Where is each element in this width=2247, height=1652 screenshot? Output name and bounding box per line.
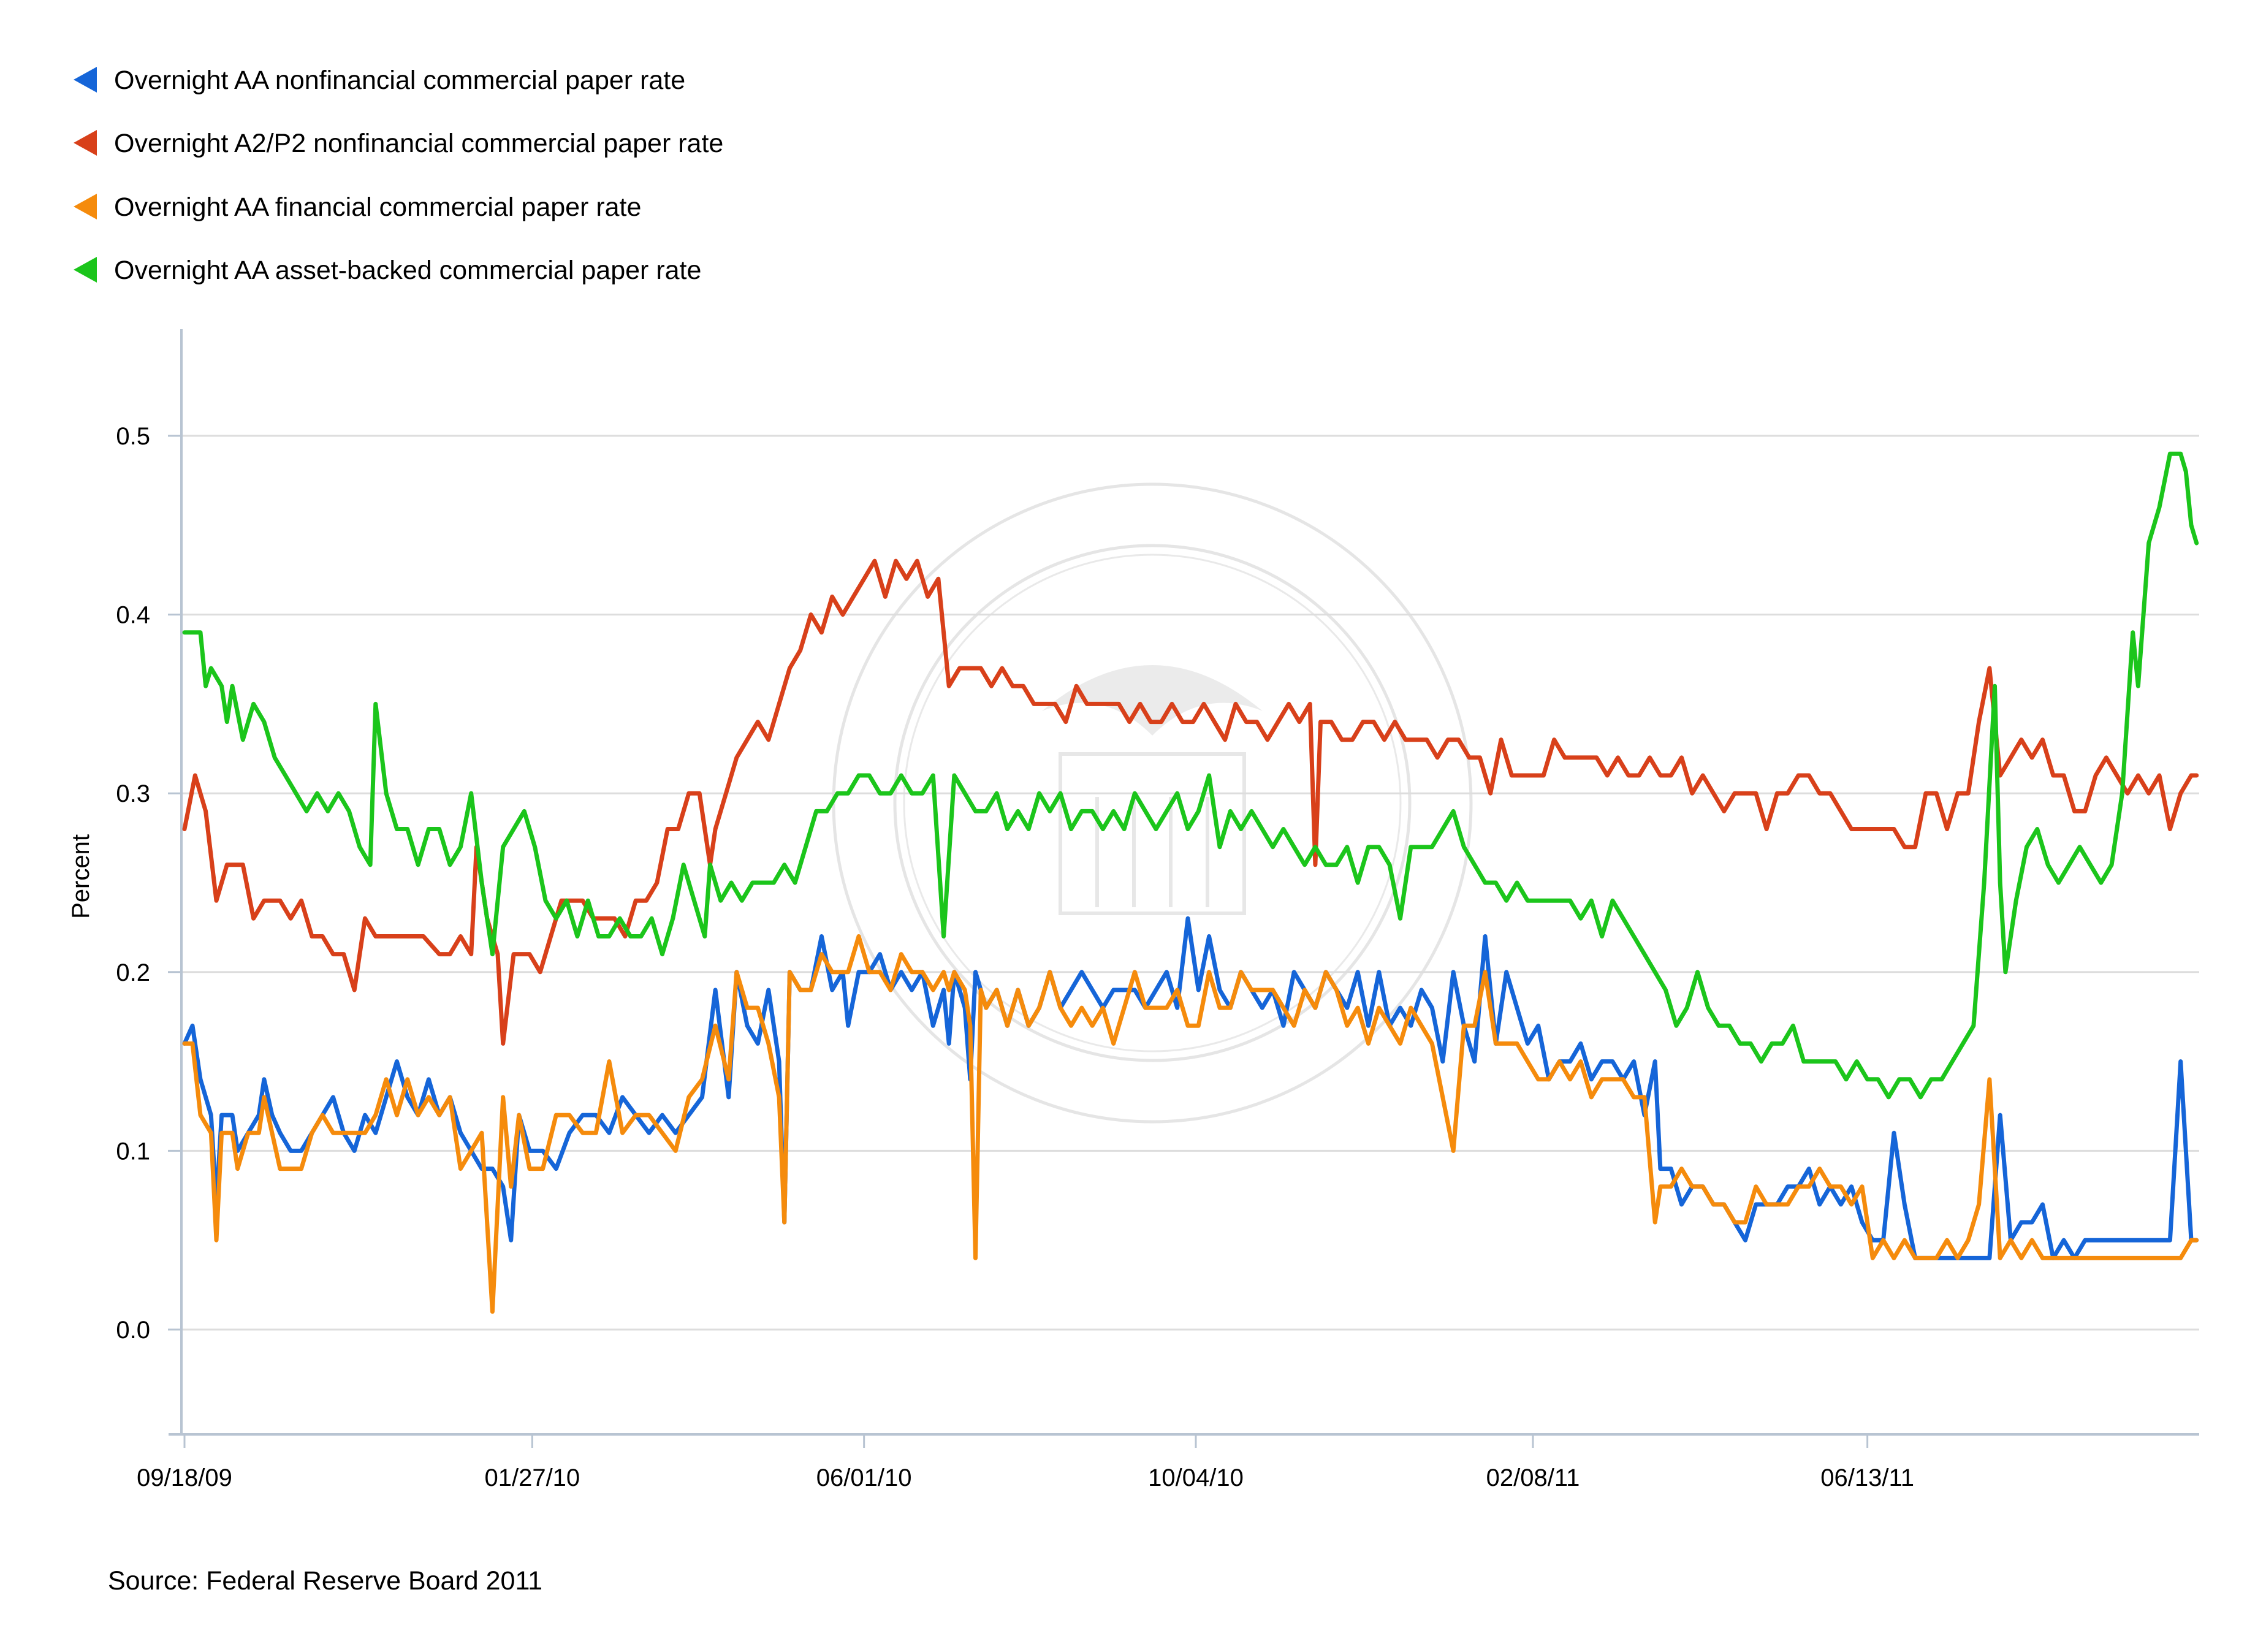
x-tick-label: 09/18/09 xyxy=(137,1464,232,1491)
legend-marker-1 xyxy=(74,67,97,93)
legend-marker-4 xyxy=(74,257,97,283)
legend-marker-3 xyxy=(74,194,97,219)
series-line-4 xyxy=(182,451,2199,1100)
legend: Overnight AA nonfinancial commercial pap… xyxy=(74,66,723,285)
x-tick-label: 10/04/10 xyxy=(1148,1464,1244,1491)
x-tick-label: 02/08/11 xyxy=(1486,1464,1580,1491)
y-axis-title: Percent xyxy=(67,834,94,919)
x-tick-label: 01/27/10 xyxy=(484,1464,580,1491)
series-line-2 xyxy=(182,558,2199,1046)
y-tick-label: 0.2 xyxy=(116,959,150,986)
y-tick-label: 0.0 xyxy=(116,1317,150,1344)
source-note: Source: Federal Reserve Board 2011 xyxy=(108,1566,542,1596)
x-tick-label: 06/13/11 xyxy=(1820,1464,1914,1491)
legend-label-2: Overnight A2/P2 nonfinancial commercial … xyxy=(114,129,723,158)
legend-label-1: Overnight AA nonfinancial commercial pap… xyxy=(114,66,685,95)
gridlines xyxy=(181,435,2199,1331)
x-tick-label: 06/01/10 xyxy=(816,1464,912,1491)
y-tick-label: 0.4 xyxy=(116,602,150,629)
series-line-3 xyxy=(182,934,2199,1314)
legend-marker-2 xyxy=(74,130,97,156)
y-tick-label: 0.3 xyxy=(116,780,150,807)
series-line-1 xyxy=(182,916,2199,1260)
y-tick-label: 0.1 xyxy=(116,1138,150,1165)
axes: 0.0 0.1 0.2 0.3 0.4 0.5 09/18/09 01/27/10 06/01/… xyxy=(116,329,2199,1491)
federal-reserve-seal-watermark xyxy=(832,482,1473,1124)
legend-label-3: Overnight AA financial commercial paper … xyxy=(114,192,641,222)
series-lines xyxy=(182,451,2199,1314)
y-tick-label: 0.5 xyxy=(116,423,150,450)
legend-label-4: Overnight AA asset-backed commercial pap… xyxy=(114,256,701,285)
